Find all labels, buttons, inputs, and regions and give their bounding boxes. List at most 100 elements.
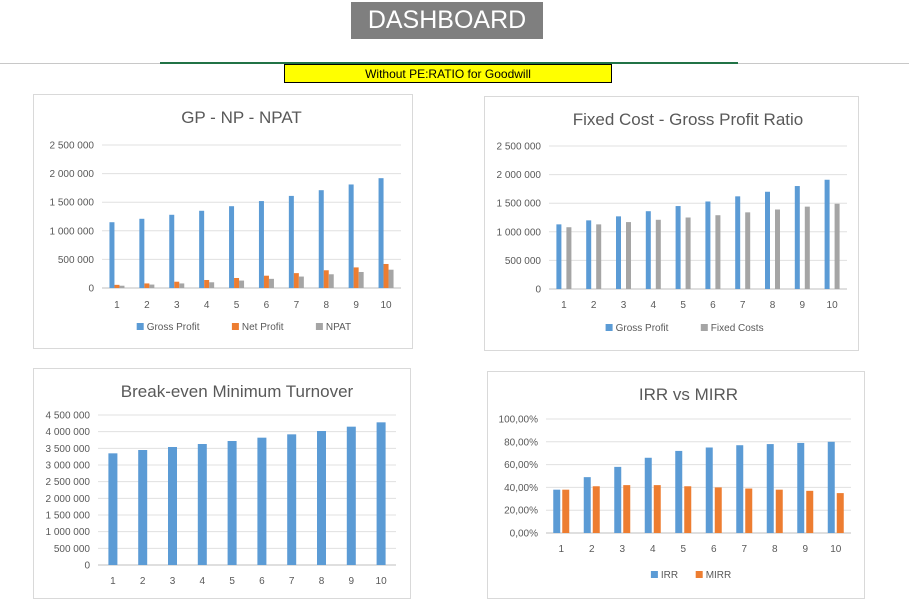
header-accent-line <box>160 62 738 64</box>
y-tick-label: 20,00% <box>504 506 538 517</box>
chart-panel-gp-np-npat[interactable]: GP - NP - NPAT 0 500 000 1 000 000 1 500 000… <box>33 94 413 349</box>
bar <box>204 279 210 288</box>
y-tick-label: 1 000 000 <box>46 527 91 538</box>
bar <box>804 206 810 289</box>
bar <box>705 201 711 289</box>
bar <box>108 453 118 565</box>
chart-panel-irr-vs-mirr[interactable]: IRR vs MIRR 0,00% 20,00% 40,00% 60,00% 80,00%… <box>487 371 865 599</box>
bar <box>586 220 592 289</box>
x-tick-label: 1 <box>110 576 116 587</box>
bar <box>263 275 269 288</box>
bar <box>149 284 155 288</box>
x-tick-label: 4 <box>200 576 206 587</box>
bar <box>626 222 631 289</box>
bar <box>556 224 562 289</box>
chart-gp-np-npat: GP - NP - NPAT 0 500 000 1 000 000 1 500 000… <box>50 108 401 333</box>
bar <box>323 270 329 288</box>
bar <box>328 274 334 288</box>
x-tick-label: 10 <box>830 544 842 555</box>
bar <box>139 218 145 288</box>
dashboard-subtitle: Without PE:RATIO for Goodwill <box>284 64 612 83</box>
bar <box>834 203 840 289</box>
x-tick-label: 10 <box>376 576 388 587</box>
x-tick-label: 1 <box>114 300 120 311</box>
y-tick-label: 40,00% <box>504 483 538 494</box>
bar <box>714 487 722 533</box>
x-tick-label: 2 <box>591 300 597 311</box>
x-tick-label: 5 <box>234 300 240 311</box>
bar <box>735 196 741 289</box>
bar <box>119 285 125 288</box>
chart-title: GP - NP - NPAT <box>181 108 302 127</box>
x-tick-label: 6 <box>710 300 716 311</box>
chart-panel-fixed-cost-gp-ratio[interactable]: Fixed Cost - Gross Profit Ratio 0 500 000 1… <box>484 96 859 351</box>
chart-title: Fixed Cost - Gross Profit Ratio <box>573 110 804 129</box>
x-tick-label: 2 <box>589 544 595 555</box>
y-tick-label: 1 500 000 <box>46 511 91 522</box>
bar <box>653 485 661 533</box>
bar <box>209 282 215 288</box>
x-tick-label: 2 <box>144 300 150 311</box>
y-tick-label: 60,00% <box>504 460 538 471</box>
legend-label: IRR <box>661 570 678 581</box>
bar <box>685 217 691 289</box>
y-tick-label: 2 500 000 <box>497 142 542 153</box>
legend-label: NPAT <box>326 322 351 333</box>
bar <box>353 267 359 288</box>
bar <box>174 281 180 288</box>
x-tick-label: 7 <box>740 300 746 311</box>
bar <box>765 191 770 289</box>
bar <box>257 437 267 565</box>
x-tick-label: 7 <box>741 544 747 555</box>
bar <box>383 263 389 288</box>
x-tick-label: 3 <box>619 544 625 555</box>
bar <box>169 214 175 288</box>
bar <box>644 457 652 533</box>
x-tick-label: 8 <box>319 576 325 587</box>
y-tick-label: 1 500 000 <box>497 199 542 210</box>
x-tick-label: 10 <box>827 300 839 311</box>
y-tick-label: 1 000 000 <box>50 226 95 237</box>
legend-swatch <box>136 323 144 330</box>
y-tick-label: 2 500 000 <box>50 141 95 152</box>
bar <box>348 184 354 288</box>
y-tick-label: 4 500 000 <box>46 411 91 422</box>
bar <box>562 489 570 533</box>
bar <box>616 216 621 289</box>
bar <box>179 283 185 288</box>
bar <box>745 212 751 289</box>
bar <box>234 277 240 288</box>
x-tick-label: 9 <box>800 300 806 311</box>
y-tick-label: 2 500 000 <box>46 477 91 488</box>
bar <box>239 280 245 288</box>
bar <box>553 489 561 533</box>
bar <box>197 444 207 565</box>
bar <box>623 485 631 533</box>
chart-break-even-turnover: Break-even Minimum Turnover 0 500 000 1 000… <box>46 382 396 587</box>
x-tick-label: 6 <box>259 576 265 587</box>
legend-label: Fixed Costs <box>711 323 764 334</box>
y-tick-label: 3 000 000 <box>46 461 91 472</box>
bar <box>827 441 835 533</box>
x-tick-label: 9 <box>353 300 359 311</box>
bar <box>229 206 235 288</box>
y-tick-label: 80,00% <box>504 437 538 448</box>
x-tick-label: 6 <box>264 300 270 311</box>
legend-label: Gross Profit <box>616 323 669 334</box>
x-tick-label: 3 <box>621 300 627 311</box>
bar <box>114 284 120 288</box>
y-tick-label: 3 500 000 <box>46 444 91 455</box>
bar <box>745 488 753 533</box>
y-tick-label: 0,00% <box>510 529 538 540</box>
bar <box>824 179 830 289</box>
chart-panel-break-even-turnover[interactable]: Break-even Minimum Turnover 0 500 000 1 000… <box>33 368 411 599</box>
x-tick-label: 9 <box>802 544 808 555</box>
x-tick-label: 4 <box>650 544 656 555</box>
chart-fixed-cost-gp-ratio: Fixed Cost - Gross Profit Ratio 0 500 000 1… <box>497 110 847 334</box>
x-tick-label: 5 <box>680 544 686 555</box>
bar <box>794 186 800 289</box>
chart-irr-vs-mirr: IRR vs MIRR 0,00% 20,00% 40,00% 60,00% 80,00%… <box>499 385 851 581</box>
x-tick-label: 8 <box>323 300 329 311</box>
chart-title: Break-even Minimum Turnover <box>121 382 354 401</box>
chart-title: IRR vs MIRR <box>639 385 738 404</box>
